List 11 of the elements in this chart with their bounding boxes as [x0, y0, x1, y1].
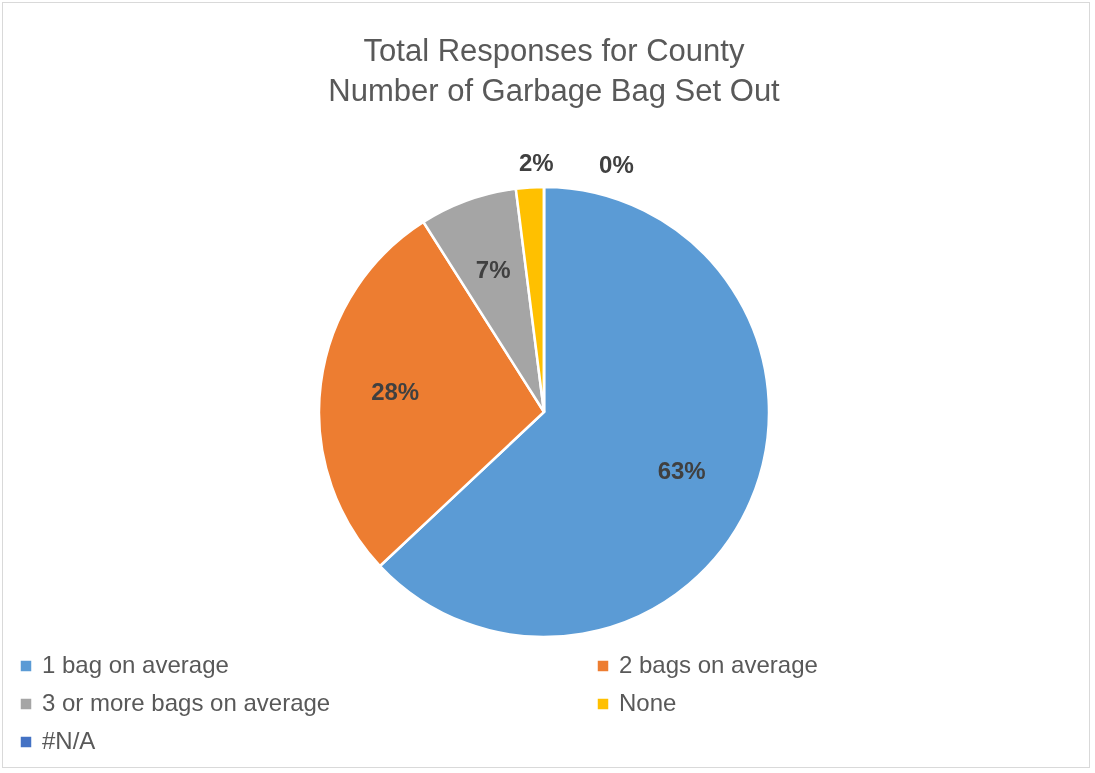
- legend-label: 1 bag on average: [42, 651, 229, 678]
- legend-label: #N/A: [42, 727, 96, 754]
- data-label: 2%: [518, 149, 554, 177]
- legend-label: 3 or more bags on average: [42, 689, 331, 716]
- data-label: 7%: [475, 255, 511, 283]
- text: 0%: [599, 150, 634, 178]
- data-label: 63%: [657, 456, 706, 484]
- chart-title: Total Responses for County Number of Garbage Bag Set Out: [328, 33, 781, 109]
- legend-label: 2 bags on average: [619, 651, 818, 678]
- data-label: 28%: [371, 378, 420, 406]
- legend-label: None: [619, 689, 677, 716]
